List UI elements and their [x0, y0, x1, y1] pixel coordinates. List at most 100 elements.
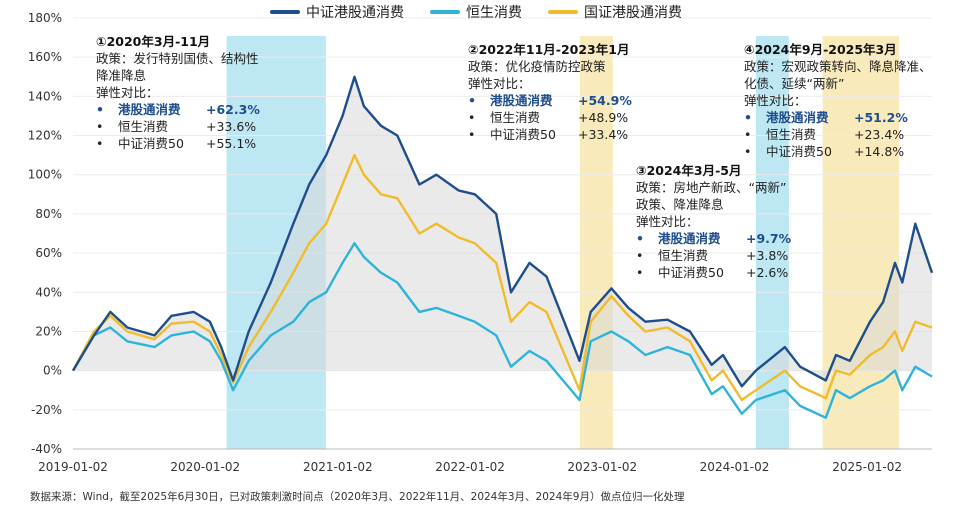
y-tick-label-1: -20%	[31, 403, 62, 417]
item-name: 恒生消费	[658, 248, 709, 263]
bullet: •	[468, 127, 476, 142]
legend-item-series-1[interactable]: 中证港股通消费	[270, 2, 404, 22]
annotation-2-policy-line-1: 政策：优化疫情防控政策	[468, 59, 606, 74]
item-value: +55.1%	[206, 136, 257, 151]
annotation-3-title: ③2024年3月-5月	[636, 163, 742, 178]
bullet: •	[96, 119, 104, 134]
item-value: +54.9%	[578, 93, 632, 108]
y-tick-label-7: 100%	[28, 168, 62, 182]
annotation-4-item-3: • 中证消费50 +14.8%	[744, 143, 932, 160]
x-tick-label-0: 2019-01-02	[38, 460, 108, 474]
annotation-1-elasticity-label: 弹性对比：	[96, 85, 159, 100]
x-tick-label-5: 2024-01-02	[700, 460, 770, 474]
item-value: +23.4%	[854, 127, 905, 142]
item-name: 港股通消费	[658, 231, 721, 246]
annotation-1-policy-line-1: 政策：发行特别国债、结构性	[96, 51, 259, 66]
annotation-period-1: ①2020年3月-11月 政策：发行特别国债、结构性 降准降息 弹性对比： • …	[96, 33, 260, 152]
annotation-4-item-1: • 港股通消费 +51.2%	[744, 109, 932, 126]
x-tick-label-3: 2022-01-02	[435, 460, 505, 474]
bullet: •	[96, 136, 104, 151]
legend-label-series-3: 国证港股通消费	[584, 5, 682, 21]
y-tick-label-4: 40%	[35, 285, 62, 299]
item-value: +33.6%	[206, 119, 257, 134]
y-tick-label-9: 140%	[28, 89, 62, 103]
annotation-4-item-2: • 恒生消费 +23.4%	[744, 126, 932, 143]
annotation-4-title: ④2024年9月-2025年3月	[744, 42, 897, 57]
item-name: 中证消费50	[766, 144, 832, 159]
series-line-2	[71, 242, 933, 419]
legend-swatch-series-1	[270, 10, 300, 14]
y-tick-label-6: 80%	[35, 207, 62, 221]
item-name: 恒生消费	[490, 110, 541, 125]
annotation-period-2: ②2022年11月-2023年1月 政策：优化疫情防控政策 弹性对比： • 港股…	[468, 41, 632, 143]
bullet: •	[636, 265, 644, 280]
bullet: •	[744, 110, 752, 125]
annotation-4-policy-line-1: 政策：宏观政策转向、降息降准、	[744, 59, 932, 74]
item-name: 中证消费50	[490, 127, 556, 142]
annotation-period-3: ③2024年3月-5月 政策：房地产新政、“两新” 政策、降准降息 弹性对比： …	[636, 162, 791, 281]
series-line-3	[71, 153, 933, 402]
annotation-3-policy-line-2: 政策、降准降息	[636, 197, 724, 212]
x-tick-label-1: 2020-01-02	[170, 460, 240, 474]
annotation-3-policy-line-1: 政策：房地产新政、“两新”	[636, 180, 787, 195]
item-name: 中证消费50	[658, 265, 724, 280]
annotation-2-title: ②2022年11月-2023年1月	[468, 42, 630, 57]
x-tick-label-4: 2023-01-02	[567, 460, 637, 474]
legend-item-series-2[interactable]: 恒生消费	[430, 2, 522, 22]
background-area	[73, 76, 932, 387]
bullet: •	[468, 93, 476, 108]
y-tick-label-11: 180%	[28, 11, 62, 25]
item-name: 中证消费50	[118, 136, 184, 151]
bullet: •	[96, 102, 104, 117]
bullet: •	[468, 110, 476, 125]
item-name: 恒生消费	[118, 119, 169, 134]
series-line-1	[71, 75, 934, 388]
item-value: +2.6%	[746, 265, 789, 280]
bullet: •	[636, 231, 644, 246]
legend-label-series-1: 中证港股通消费	[306, 5, 404, 21]
legend-swatch-series-2	[430, 10, 460, 14]
y-tick-label-5: 60%	[35, 246, 62, 260]
annotation-3-item-1: • 港股通消费 +9.7%	[636, 230, 791, 247]
annotation-3-item-2: • 恒生消费 +3.8%	[636, 247, 791, 264]
y-tick-label-8: 120%	[28, 129, 62, 143]
item-value: +9.7%	[746, 231, 792, 246]
annotation-period-4: ④2024年9月-2025年3月 政策：宏观政策转向、降息降准、 化债、延续“两…	[744, 41, 932, 160]
y-tick-label-2: 0%	[43, 364, 62, 378]
annotation-4-elasticity-label: 弹性对比：	[744, 93, 807, 108]
annotation-3-item-3: • 中证消费50 +2.6%	[636, 264, 791, 281]
annotation-2-item-3: • 中证消费50 +33.4%	[468, 126, 632, 143]
shaded-period-2	[579, 36, 613, 449]
y-tick-label-10: 160%	[28, 50, 62, 64]
legend-swatch-series-3	[548, 10, 578, 14]
item-value: +14.8%	[854, 144, 905, 159]
legend: 中证港股通消费 恒生消费 国证港股通消费	[270, 2, 682, 22]
item-name: 港股通消费	[490, 93, 553, 108]
y-tick-label-3: 20%	[35, 324, 62, 338]
item-name: 港股通消费	[118, 102, 181, 117]
annotation-2-item-1: • 港股通消费 +54.9%	[468, 92, 632, 109]
item-value: +48.9%	[578, 110, 629, 125]
item-name: 港股通消费	[766, 110, 829, 125]
item-value: +33.4%	[578, 127, 629, 142]
legend-label-series-2: 恒生消费	[466, 5, 522, 21]
bullet: •	[636, 248, 644, 263]
annotation-2-item-2: • 恒生消费 +48.9%	[468, 109, 632, 126]
legend-item-series-3[interactable]: 国证港股通消费	[548, 2, 682, 22]
shaded-period-4	[822, 36, 900, 449]
annotation-1-policy-line-2: 降准降息	[96, 68, 147, 83]
annotation-1-item-1: • 港股通消费 +62.3%	[96, 101, 260, 118]
source-note: 数据来源：Wind，截至2025年6月30日，已对政策刺激时间点（2020年3月…	[30, 491, 685, 503]
item-name: 恒生消费	[766, 127, 817, 142]
bullet: •	[744, 144, 752, 159]
item-value: +51.2%	[854, 110, 908, 125]
annotation-1-title: ①2020年3月-11月	[96, 34, 211, 49]
bullet: •	[744, 127, 752, 142]
item-value: +62.3%	[206, 102, 260, 117]
x-tick-label-6: 2025-01-02	[832, 460, 902, 474]
item-value: +3.8%	[746, 248, 789, 263]
annotation-1-item-2: • 恒生消费 +33.6%	[96, 118, 260, 135]
annotation-4-policy-line-2: 化债、延续“两新”	[744, 76, 845, 91]
annotation-1-item-3: • 中证消费50 +55.1%	[96, 135, 260, 152]
